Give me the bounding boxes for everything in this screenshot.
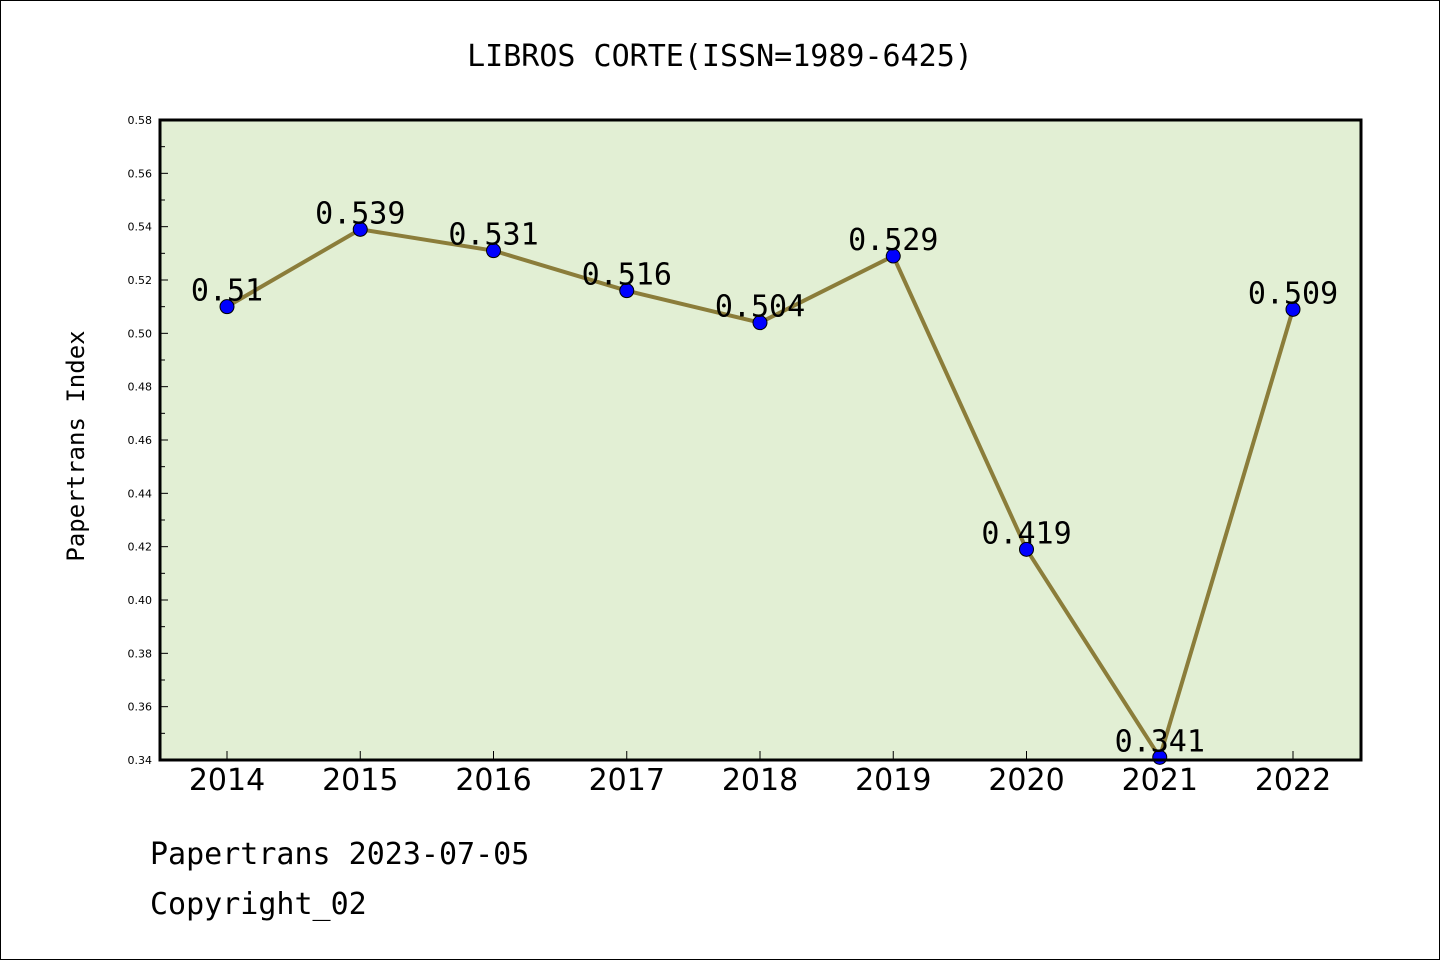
- footer-date: Papertrans 2023-07-05: [150, 837, 529, 872]
- x-tick-label: 2020: [988, 763, 1064, 798]
- x-tick-label: 2022: [1255, 763, 1331, 798]
- data-label: 0.529: [848, 223, 938, 258]
- data-markers: [219, 221, 1301, 765]
- data-label: 0.419: [981, 516, 1071, 551]
- plot-border: [158, 118, 1363, 762]
- y-tick-label: 0.42: [128, 541, 153, 554]
- data-label: 0.341: [1115, 724, 1205, 759]
- y-tick-label: 0.56: [128, 167, 153, 180]
- data-point: [486, 243, 501, 259]
- data-label: 0.539: [315, 196, 405, 231]
- data-point: [1019, 541, 1034, 557]
- data-point: [219, 299, 235, 315]
- y-tick-label: 0.44: [128, 487, 153, 500]
- y-axis-label: Papertrans Index: [62, 330, 90, 561]
- data-label: 0.504: [715, 290, 805, 325]
- y-tick-label: 0.38: [128, 647, 153, 660]
- x-tick-label: 2015: [322, 763, 398, 798]
- y-tick-label: 0.54: [128, 221, 153, 234]
- x-tick-label: 2016: [455, 763, 531, 798]
- x-tick-label: 2019: [855, 763, 931, 798]
- y-axis: 0.34 0.36 0.38 0.40 0.42 0.44 0.46 0.48 0.50 0.52…: [128, 114, 168, 767]
- data-label: 0.516: [582, 258, 672, 293]
- data-point: [352, 221, 368, 237]
- y-tick-label: 0.50: [128, 327, 153, 340]
- data-label: 0.531: [448, 218, 538, 253]
- y-tick-label: 0.34: [128, 754, 153, 767]
- x-tick-label: 2021: [1122, 763, 1198, 798]
- data-point: [752, 315, 768, 331]
- y-tick-label: 0.40: [128, 594, 153, 607]
- y-tick-label: 0.52: [128, 274, 153, 287]
- data-point: [619, 283, 635, 299]
- data-point: [885, 248, 901, 264]
- y-tick-label: 0.58: [128, 114, 153, 127]
- x-tick-label: 2014: [189, 763, 265, 798]
- footer-copyright: Copyright_02: [150, 887, 367, 922]
- y-tick-label: 0.48: [128, 381, 153, 394]
- x-tick-label: 2017: [589, 763, 665, 798]
- x-axis: 2014 2015 2016 2017 2018 2019 2020 2021 2022: [189, 751, 1331, 798]
- data-point: [1285, 301, 1301, 317]
- y-tick-label: 0.36: [128, 701, 153, 714]
- data-label: 0.51: [191, 274, 263, 309]
- x-tick-label: 2018: [722, 763, 798, 798]
- data-labels: 0.51 0.539 0.531 0.516 0.504 0.529 0.419 0.341 0…: [191, 196, 1338, 759]
- data-label: 0.509: [1248, 276, 1338, 311]
- chart-title: LIBROS CORTE(ISSN=1989-6425): [467, 39, 973, 74]
- y-tick-label: 0.46: [128, 434, 153, 447]
